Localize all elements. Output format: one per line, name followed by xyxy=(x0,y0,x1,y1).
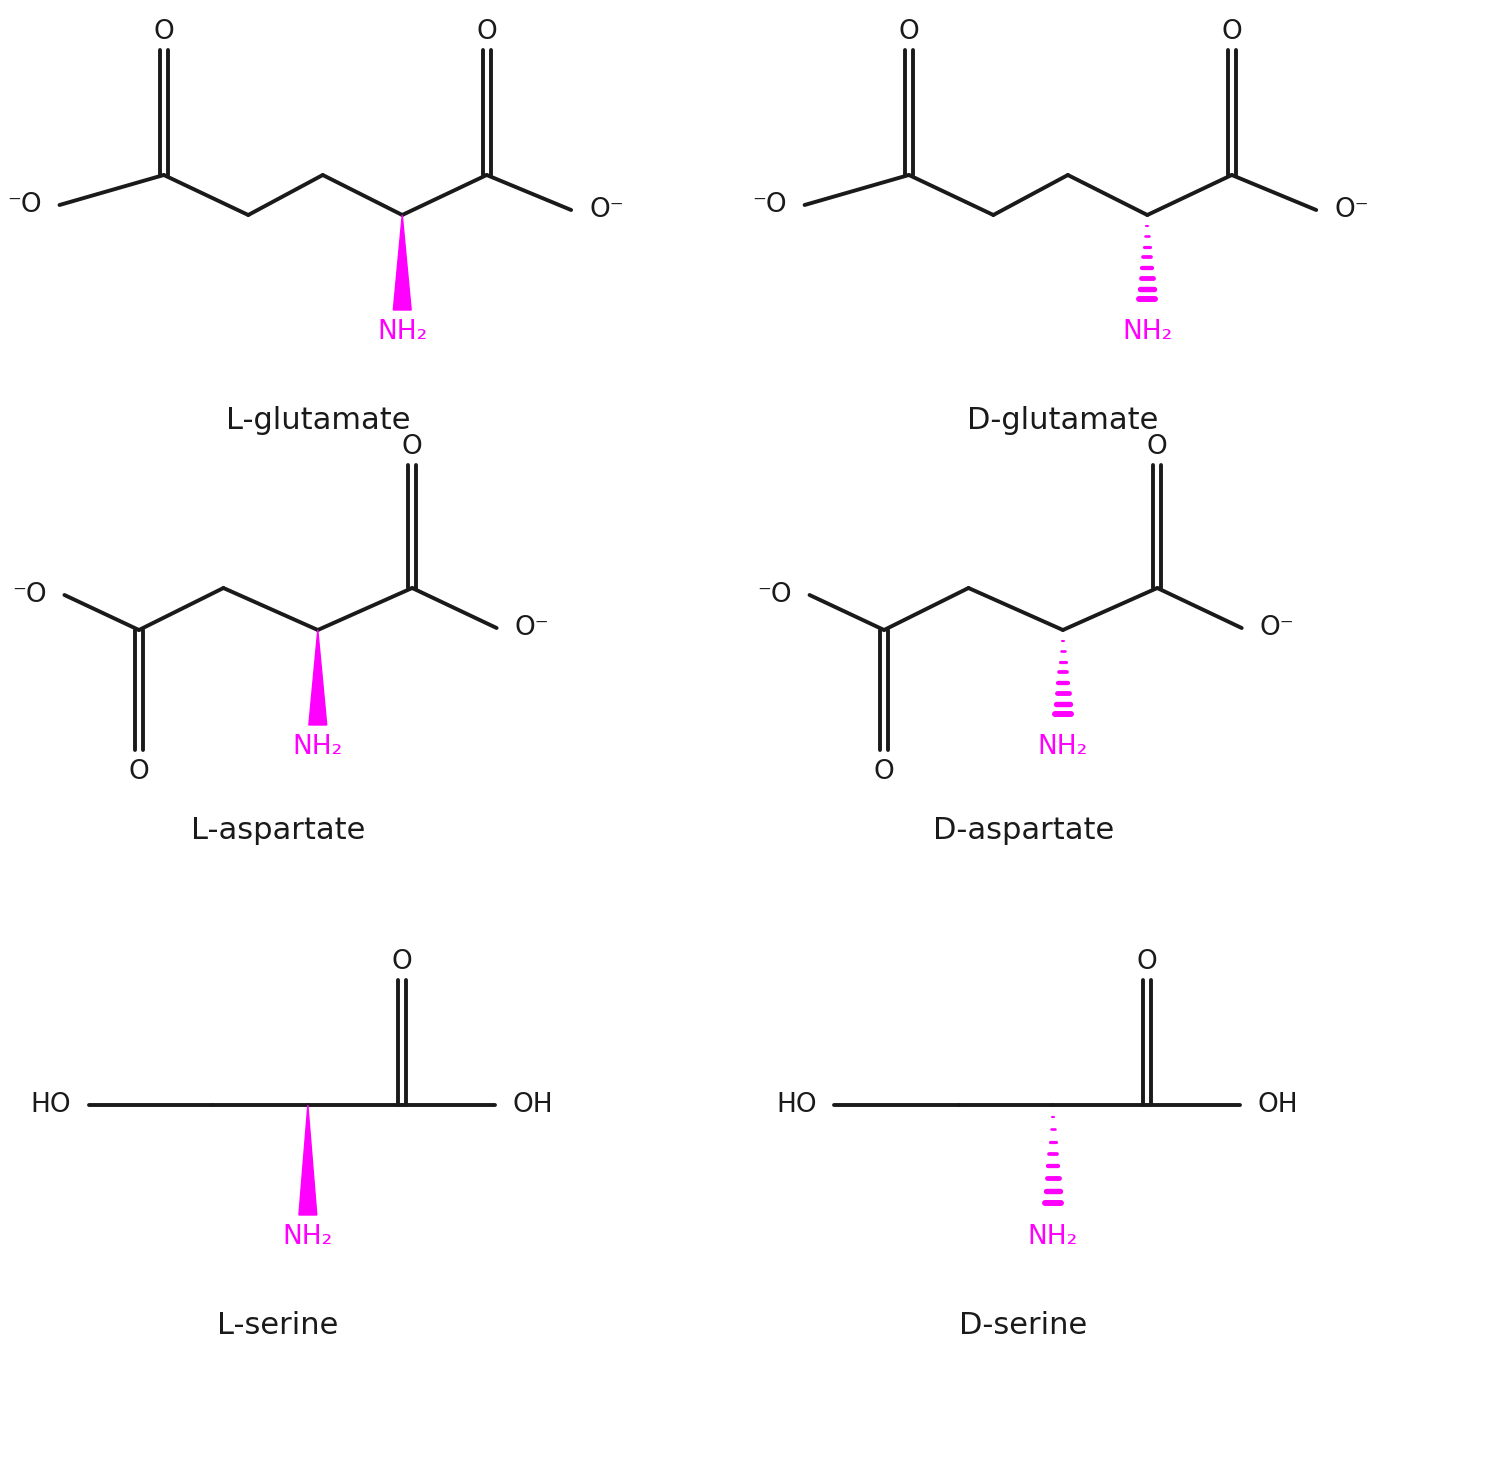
Text: NH₂: NH₂ xyxy=(1037,734,1088,760)
Polygon shape xyxy=(299,1105,317,1216)
Text: HO: HO xyxy=(32,1092,72,1119)
Text: L-aspartate: L-aspartate xyxy=(191,816,365,844)
Text: ⁻O: ⁻O xyxy=(8,193,42,218)
Text: D-aspartate: D-aspartate xyxy=(932,816,1114,844)
Text: O: O xyxy=(402,434,423,460)
Text: OH: OH xyxy=(512,1092,554,1119)
Text: ⁻O: ⁻O xyxy=(752,193,787,218)
Text: NH₂: NH₂ xyxy=(293,734,342,760)
Text: O: O xyxy=(874,759,895,785)
Text: OH: OH xyxy=(1258,1092,1298,1119)
Text: L-glutamate: L-glutamate xyxy=(225,406,410,435)
Polygon shape xyxy=(309,631,327,725)
Polygon shape xyxy=(393,215,411,310)
Text: NH₂: NH₂ xyxy=(1028,1225,1078,1250)
Text: O: O xyxy=(899,19,919,46)
Text: O: O xyxy=(1136,950,1157,975)
Text: NH₂: NH₂ xyxy=(282,1225,333,1250)
Text: O: O xyxy=(1222,19,1243,46)
Text: O⁻: O⁻ xyxy=(588,197,623,223)
Text: L-serine: L-serine xyxy=(218,1310,339,1339)
Text: O⁻: O⁻ xyxy=(1334,197,1369,223)
Text: O: O xyxy=(1147,434,1168,460)
Text: ⁻O: ⁻O xyxy=(12,582,47,609)
Text: O: O xyxy=(129,759,149,785)
Text: O⁻: O⁻ xyxy=(1259,614,1294,641)
Text: O: O xyxy=(153,19,174,46)
Text: O⁻: O⁻ xyxy=(515,614,549,641)
Text: NH₂: NH₂ xyxy=(1123,319,1172,345)
Text: ⁻O: ⁻O xyxy=(757,582,791,609)
Text: O: O xyxy=(476,19,497,46)
Text: D-serine: D-serine xyxy=(959,1310,1087,1339)
Text: O: O xyxy=(392,950,413,975)
Text: D-glutamate: D-glutamate xyxy=(967,406,1159,435)
Text: NH₂: NH₂ xyxy=(377,319,428,345)
Text: HO: HO xyxy=(776,1092,817,1119)
